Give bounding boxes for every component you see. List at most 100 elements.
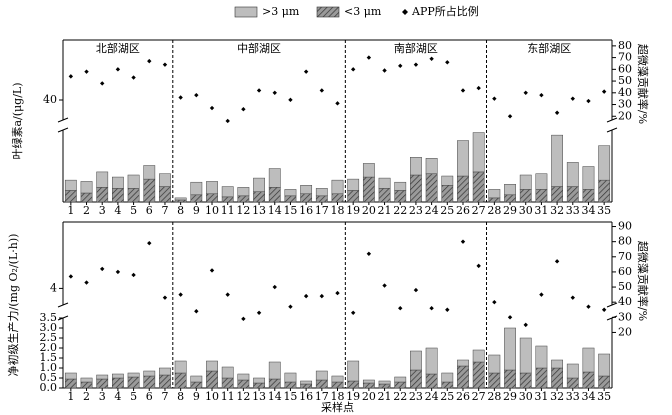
y-tick-label: 0.0 bbox=[40, 381, 58, 394]
scatter-point bbox=[225, 292, 230, 297]
scatter-point bbox=[460, 88, 466, 93]
bar-segment bbox=[488, 354, 501, 374]
scatter-point bbox=[115, 269, 121, 275]
scatter-point bbox=[131, 75, 136, 80]
bar-segment bbox=[174, 360, 187, 374]
x-tick-label: 2 bbox=[83, 204, 90, 217]
y2-tick-label: 30 bbox=[618, 310, 632, 323]
y2-tick-label: 80 bbox=[618, 235, 632, 248]
scatter-point bbox=[413, 287, 419, 293]
bar-segment bbox=[378, 380, 391, 385]
bar-segment bbox=[284, 189, 297, 197]
y-axis-title: 净初级生产力/(mg O₂/(L·h)) bbox=[6, 234, 20, 377]
scatter-point bbox=[523, 322, 528, 328]
bar-segment bbox=[190, 375, 203, 383]
bar-segment bbox=[112, 373, 124, 379]
y-tick-label: 2.0 bbox=[40, 341, 58, 354]
x-tick-label: 11 bbox=[221, 390, 235, 403]
x-tick-label: 31 bbox=[534, 390, 548, 403]
bar-segment bbox=[64, 372, 77, 380]
scatter-point bbox=[554, 110, 560, 115]
bar-segment bbox=[221, 196, 234, 203]
bar-segment bbox=[410, 369, 422, 389]
bar-segment bbox=[112, 377, 124, 389]
bar-segment bbox=[362, 379, 375, 384]
bar-segment bbox=[504, 369, 516, 389]
region-label: 东部湖区 bbox=[527, 41, 571, 55]
bar-segment bbox=[582, 166, 595, 190]
scatter-point bbox=[398, 63, 403, 69]
y-tick-label: 2.5 bbox=[40, 331, 58, 344]
scatter-point bbox=[100, 81, 105, 86]
y2-tick-label: 70 bbox=[618, 250, 632, 263]
scatter-point bbox=[288, 304, 293, 309]
bar-segment bbox=[488, 189, 501, 199]
scatter-point bbox=[429, 306, 434, 311]
x-tick-label: 21 bbox=[378, 204, 392, 217]
bar-segment bbox=[206, 360, 218, 372]
scatter-point bbox=[115, 67, 121, 72]
x-tick-label: 7 bbox=[161, 204, 168, 217]
bar-segment bbox=[221, 377, 234, 389]
bar-segment bbox=[394, 381, 407, 389]
bar-segment bbox=[190, 181, 203, 196]
bar-segment bbox=[598, 375, 611, 389]
scatter-point bbox=[350, 67, 356, 72]
bar-segment bbox=[425, 347, 438, 375]
x-tick-label: 20 bbox=[362, 204, 376, 217]
scatter-point bbox=[272, 90, 277, 95]
bar-segment bbox=[551, 359, 563, 369]
x-tick-label: 31 bbox=[534, 204, 548, 217]
bar-segment bbox=[96, 378, 109, 389]
x-tick-label: 12 bbox=[236, 390, 250, 403]
legend-label: APP所占比例 bbox=[411, 4, 479, 18]
x-tick-label: 14 bbox=[268, 204, 282, 217]
bar-segment bbox=[268, 378, 281, 389]
x-tick-label: 18 bbox=[331, 390, 345, 403]
scatter-point bbox=[84, 280, 89, 285]
bar-segment bbox=[472, 349, 485, 363]
scatter-point bbox=[570, 96, 575, 101]
scatter-point bbox=[554, 259, 560, 264]
axis-break bbox=[606, 117, 618, 123]
x-tick-label: 26 bbox=[456, 204, 470, 217]
x-tick-label: 25 bbox=[440, 390, 454, 403]
scatter-point bbox=[303, 293, 309, 299]
scatter-point bbox=[162, 295, 168, 300]
bar-segment bbox=[551, 186, 563, 203]
bar-segment bbox=[300, 193, 313, 203]
bar-segment bbox=[425, 158, 438, 174]
bar-segment bbox=[64, 190, 77, 203]
x-tick-label: 34 bbox=[581, 390, 595, 403]
bar-segment bbox=[519, 337, 532, 374]
scatter-point bbox=[382, 283, 387, 288]
bar-segment bbox=[112, 176, 124, 189]
x-tick-label: 16 bbox=[299, 390, 313, 403]
x-tick-label: 3 bbox=[99, 390, 106, 403]
x-tick-label: 32 bbox=[550, 204, 564, 217]
scatter-point bbox=[288, 97, 293, 103]
bar-segment bbox=[410, 157, 422, 176]
bar-segment bbox=[566, 162, 579, 187]
x-tick-label: 14 bbox=[268, 390, 282, 403]
x-tick-label: 4 bbox=[114, 390, 121, 403]
bar-segment bbox=[143, 370, 156, 377]
legend-swatch bbox=[316, 6, 340, 18]
x-tick-label: 29 bbox=[503, 204, 517, 217]
scatter-point bbox=[272, 284, 277, 290]
bar-segment bbox=[566, 377, 579, 389]
bar-segment bbox=[80, 377, 93, 383]
x-tick-label: 32 bbox=[550, 390, 564, 403]
bar-segment bbox=[378, 383, 391, 389]
x-tick-label: 24 bbox=[425, 204, 439, 217]
y-tick-label: 0.5 bbox=[40, 371, 58, 384]
scatter-point bbox=[303, 69, 309, 74]
scatter-point bbox=[335, 101, 340, 106]
scatter-point bbox=[413, 62, 419, 67]
bar-segment bbox=[237, 379, 250, 389]
scatter-point bbox=[194, 309, 199, 314]
scatter-point bbox=[319, 88, 325, 93]
x-tick-label: 7 bbox=[161, 390, 168, 403]
x-tick-label: 8 bbox=[177, 390, 184, 403]
x-tick-label: 24 bbox=[425, 390, 439, 403]
